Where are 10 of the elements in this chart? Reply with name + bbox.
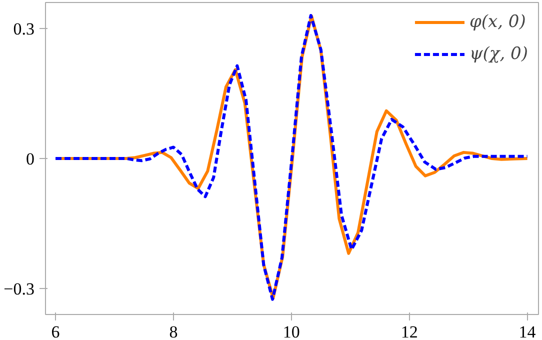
x-tick-label: 8 (169, 322, 178, 340)
y-tick-label: 0.3 (13, 20, 34, 38)
legend-label: φ(x, 0) (469, 12, 526, 32)
x-tick-label: 14 (518, 322, 536, 340)
x-tick-label: 6 (51, 322, 60, 340)
x-tick-label: 12 (400, 322, 418, 340)
legend-label: ψ(χ, 0) (469, 44, 528, 64)
y-tick-label: 0 (26, 150, 34, 168)
x-tick-label: 10 (282, 322, 300, 340)
y-tick-label: −0.3 (4, 280, 35, 298)
